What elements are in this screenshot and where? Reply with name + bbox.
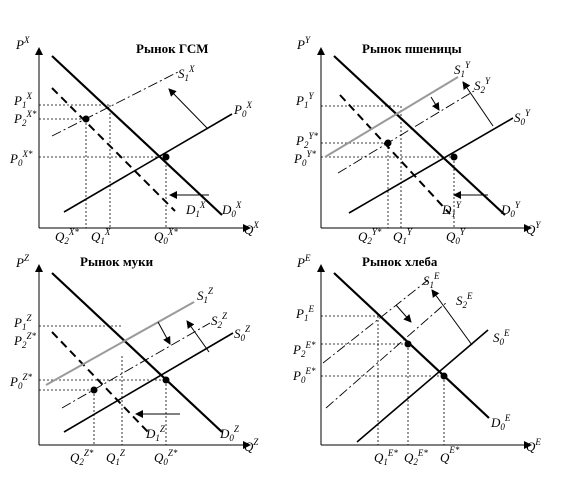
price-label-p2: P2E* [292,340,316,359]
supply-curve-s0 [348,117,514,214]
curve-label-s2: S2Z [211,311,228,330]
qty-label-q1: Q1Y [393,227,413,246]
quantity-axis-label: QX [244,220,259,237]
demand-curve-d1 [51,331,149,433]
curve-label-d1: D1X [185,200,206,219]
panel-flour-market: Рынок муки PZ QZ P1Z P2Z* P0Z* Q2Z* Q1Z … [9,253,259,467]
quantity-axis-label: QY [526,220,541,237]
price-axis-label: PY [296,35,311,52]
price-label-p2: P2Z* [13,331,36,350]
equilibrium-point [82,115,90,123]
qty-label-q0: Q0Y [446,227,466,246]
supply-curve-s1 [51,71,179,137]
curve-label-s2: S2Y [474,76,491,95]
equilibrium-point [450,153,458,161]
curve-label-d0: D0E [490,413,511,432]
shift-arrow [168,88,209,130]
equilibrium-point [440,372,448,380]
demand-curve-d0 [333,55,506,216]
supply-curve-s2 [61,322,211,409]
price-label-p0: P0X* [9,149,33,168]
qty-label-q2: Q2Y* [358,227,382,246]
supply-curve-s0 [63,332,234,433]
qty-label-q0: QE* [440,445,460,465]
supply-curve-s0 [63,113,233,213]
demand-curve-d0 [51,55,223,216]
price-label-p1: P1X [13,91,32,110]
equilibrium-point [404,340,412,348]
curve-label-s0: S0Z [234,324,251,343]
panel-fuel-market: Рынок ГСМ PX QX P1X P2X* P0X* Q2X* Q1X Q [9,35,259,246]
supply-curve-s1 [324,76,459,158]
curve-label-d0: D0Z [219,424,240,443]
panel-title: Рынок ГСМ [136,41,209,56]
supply-curve-s1 [322,279,429,364]
price-axis-label: PE [296,253,311,270]
supply-curve-s1 [45,301,195,386]
curve-label-s0: S0Y [514,108,531,127]
supply-curve-s2 [325,301,448,409]
shift-arrow [395,304,412,323]
curve-label-d1: D1Y [441,200,462,219]
shift-arrow [157,321,171,345]
qty-label-q1: Q1Z [106,448,126,467]
qty-label-q0: Q0Z* [154,448,178,467]
curve-label-s2: S2E [456,291,473,310]
demand-curve-d1 [51,87,176,212]
qty-label-q2: Q2E* [404,448,428,467]
curve-label-p0: P0X [233,100,252,119]
price-label-p0: P0Z* [9,372,32,391]
panel-wheat-market: Рынок пшеницы PY QY P1Y P2Y* P0Y* Q2Y* Q… [293,35,541,246]
curve-label-d0: D0Y [500,200,521,219]
supply-curve-s0 [356,329,489,443]
demand-curve-d0 [333,272,490,419]
qty-label-q1: Q1X [91,227,111,246]
curve-label-s1: S1Z [197,286,214,305]
price-label-p1: P1E [295,304,314,323]
curve-label-s1: S1Y [454,60,471,79]
price-axis-label: PX [15,35,30,52]
price-axis-label: PZ [15,253,30,270]
shift-arrow [462,81,494,127]
price-label-p1: P1Y [295,91,314,110]
panel-title: Рынок пшеницы [362,41,462,56]
qty-label-q0: Q0X* [154,227,178,246]
price-label-p1: P1Z [13,313,32,332]
panel-title: Рынок муки [80,254,154,269]
quantity-axis-label: QE [526,437,541,454]
price-label-p0: P0Y* [293,149,316,168]
qty-label-q1: Q1E* [374,448,398,467]
qty-label-q2: Q2X* [55,227,79,246]
panel-bread-market: Рынок хлеба PE QE P1E P2E* P0E* Q1E* Q2E… [292,253,541,467]
shift-arrow [431,289,473,346]
price-label-p0: P0E* [292,366,316,385]
shift-arrow [430,96,440,111]
qty-label-q2: Q2Z* [70,448,94,467]
equilibrium-point [90,386,98,394]
curve-label-d1: D1Z [145,424,166,443]
curve-label-s0: S0E [493,328,510,347]
equilibrium-point [384,139,392,147]
demand-curve-d0 [51,272,223,433]
supply-curve-s2 [337,90,475,174]
equilibrium-point [162,153,170,161]
demand-curve-d1 [339,94,451,215]
equilibrium-point [162,376,170,384]
price-label-p2: P2Y* [295,131,318,150]
quantity-axis-label: QZ [244,437,259,454]
shift-arrow [186,320,210,353]
price-label-p2: P2X* [13,109,37,128]
curve-label-s1: S1E [423,271,440,290]
curve-label-d0: D0X [221,200,242,219]
curve-label-s1: S1X [178,64,195,83]
panel-title: Рынок хлеба [362,254,438,269]
